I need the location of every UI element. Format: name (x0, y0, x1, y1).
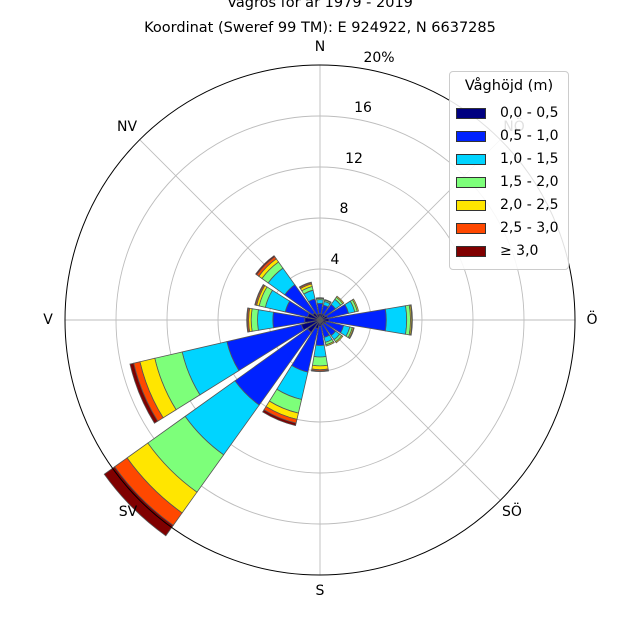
legend-swatch (456, 222, 486, 234)
rose-wedge-sö (335, 335, 344, 344)
legend-swatch (456, 107, 486, 119)
rose-wedge-v (257, 309, 274, 331)
rose-wedge-ö (410, 304, 413, 336)
rose-wedge-sv (103, 466, 174, 537)
legend-swatch (456, 153, 486, 165)
chart-subtitle: Koordinat (Sweref 99 TM): E 924922, N 66… (144, 20, 496, 36)
rose-wedge-ö (384, 305, 408, 335)
rose-wedge-ssö (325, 341, 335, 347)
radial-tick-8: 8 (339, 201, 349, 217)
radial-tick-4: 4 (330, 252, 340, 268)
wave-rose-bars (103, 255, 413, 537)
legend-item: 2,0 - 2,5 (456, 196, 558, 214)
rose-wedge-s (313, 344, 327, 358)
direction-label-nv: NV (116, 119, 138, 135)
grid-spoke (319, 319, 501, 501)
direction-label-sv: SV (118, 504, 138, 520)
legend-swatch (456, 199, 486, 211)
radial-tick-12: 12 (345, 151, 363, 167)
direction-label-s: S (315, 583, 325, 599)
rose-wedge-s (311, 369, 329, 373)
legend-item: 1,5 - 2,0 (456, 173, 558, 191)
legend-item: 1,0 - 1,5 (456, 150, 558, 168)
rose-wedge-ösö (348, 327, 355, 340)
radial-tick-20: 20% (363, 50, 395, 66)
legend-label: ≥ 3,0 (500, 243, 539, 259)
legend-item: 2,5 - 3,0 (456, 219, 558, 237)
direction-label-so: SÖ (502, 504, 522, 520)
rose-wedge-nv (255, 255, 276, 276)
radial-tick-16: 16 (354, 100, 372, 116)
rose-wedge-ssv (262, 409, 297, 427)
direction-label-n: N (314, 39, 326, 55)
rose-wedge-v (250, 308, 259, 332)
legend-label: 2,5 - 3,0 (500, 220, 559, 236)
rose-wedge-v (246, 307, 249, 333)
direction-label-o: Ö (586, 312, 598, 328)
legend-label: 1,0 - 1,5 (500, 151, 559, 167)
legend-item: ≥ 3,0 (456, 242, 538, 260)
polar-outline (64, 64, 576, 576)
legend-title: Våghöjd (m) (464, 78, 554, 94)
legend-label: 1,5 - 2,0 (500, 174, 559, 190)
legend-swatch (456, 245, 486, 257)
rose-wedge-vsv (129, 362, 159, 424)
rose-wedge-nö (335, 295, 345, 305)
rose-wedge-nnv (298, 281, 312, 289)
rose-wedge-nnö (324, 299, 332, 304)
legend-label: 2,0 - 2,5 (500, 197, 559, 213)
legend-swatch (456, 130, 486, 142)
legend-label: 0,5 - 1,0 (500, 128, 559, 144)
legend: Våghöjd (m) 0,0 - 0,5 0,5 - 1,0 1,0 - 1,… (449, 71, 569, 270)
rose-wedge-vnv (254, 284, 265, 306)
legend-label: 0,0 - 0,5 (500, 105, 559, 121)
direction-label-v: V (43, 312, 53, 328)
legend-item: 0,5 - 1,0 (456, 127, 558, 145)
rose-wedge-n (316, 299, 324, 305)
rose-wedge-önö (351, 298, 359, 312)
chart-title: Vågros för år 1979 - 2019 (227, 0, 413, 11)
rose-wedge-s (311, 356, 329, 367)
legend-swatch (456, 176, 486, 188)
rose-wedge-n (315, 297, 325, 300)
legend-item: 0,0 - 0,5 (456, 104, 558, 122)
